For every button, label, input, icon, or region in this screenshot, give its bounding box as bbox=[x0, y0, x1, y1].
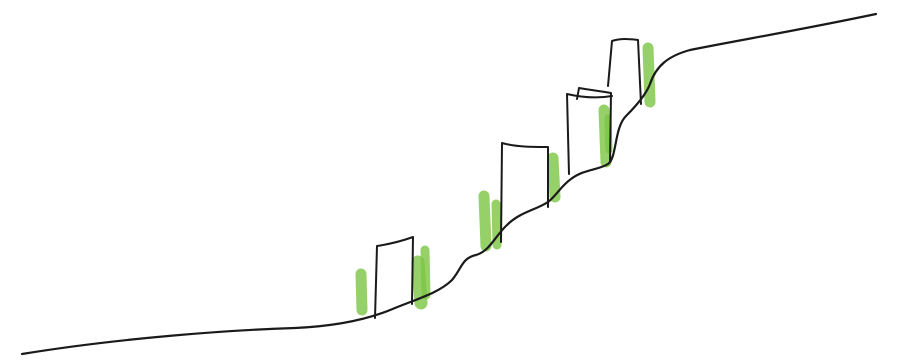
highlight-mark bbox=[604, 114, 613, 154]
flag-marker bbox=[374, 236, 414, 319]
flag-marker bbox=[607, 38, 642, 105]
highlight-mark bbox=[478, 190, 492, 252]
highlight-marks bbox=[355, 42, 656, 316]
flag-marker bbox=[500, 142, 549, 243]
highlight-mark bbox=[355, 268, 368, 316]
highlight-mark bbox=[642, 42, 656, 108]
highlight-mark bbox=[411, 255, 428, 310]
terrain-line bbox=[20, 12, 878, 356]
highlight-mark bbox=[420, 245, 431, 300]
highlight-mark bbox=[547, 152, 561, 203]
flag-marker bbox=[566, 93, 613, 175]
highlight-mark bbox=[598, 104, 612, 168]
flag-marker bbox=[576, 87, 612, 162]
